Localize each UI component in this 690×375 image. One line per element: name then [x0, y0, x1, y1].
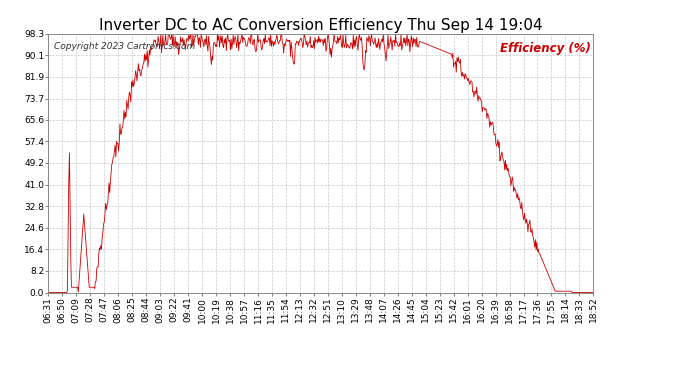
Title: Inverter DC to AC Conversion Efficiency Thu Sep 14 19:04: Inverter DC to AC Conversion Efficiency …	[99, 18, 542, 33]
Text: Efficiency (%): Efficiency (%)	[500, 42, 591, 54]
Text: Copyright 2023 Cartronics.com: Copyright 2023 Cartronics.com	[54, 42, 195, 51]
